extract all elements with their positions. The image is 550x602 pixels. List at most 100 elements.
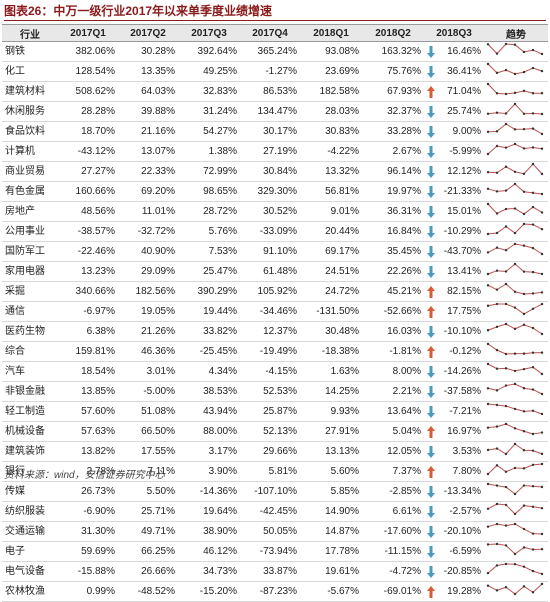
value-cell: 13.64%: [362, 401, 424, 422]
arrow-up: [427, 345, 435, 358]
arrow-down: [427, 405, 435, 418]
sparkline: [486, 162, 544, 176]
value-cell: 93.08%: [300, 41, 362, 62]
value-cell: 61.48%: [240, 261, 300, 282]
sparkline: [486, 182, 544, 196]
value-cell: 128.54%: [58, 61, 118, 82]
sparkline-point: [486, 62, 490, 66]
value-cell: 182.58%: [300, 81, 362, 102]
sparkline-point: [513, 427, 517, 430]
value-cell: 30.83%: [300, 121, 362, 142]
value-cell: 88.00%: [178, 421, 240, 442]
value-cell: -34.46%: [240, 301, 300, 322]
table-row: 建筑材料 508.62% 64.03% 32.83% 86.53% 182.58% 67.9…: [2, 81, 548, 102]
value-cell: 91.10%: [240, 241, 300, 262]
value-cell: 16.46%: [424, 41, 484, 62]
sparkline-point: [540, 172, 544, 176]
sparkline-point: [540, 485, 544, 489]
value-cell: 57.63%: [58, 421, 118, 442]
sparkline-point: [486, 329, 490, 332]
arrow-shape: [427, 405, 435, 418]
value-cell: 25.74%: [424, 101, 484, 122]
value-cell: -6.59%: [424, 541, 484, 562]
industry-cell: 钢铁: [2, 41, 58, 62]
sparkline-point: [504, 165, 508, 168]
value-cell: 7.11%: [118, 461, 178, 482]
sparkline-point: [540, 112, 544, 116]
value-cell: 66.50%: [118, 421, 178, 442]
trend-cell: [484, 101, 548, 122]
sparkline-point: [504, 452, 508, 456]
sparkline-point: [540, 91, 544, 95]
sparkline-point: [486, 426, 490, 429]
sparkline-point: [513, 522, 517, 526]
sparkline: [486, 242, 544, 256]
arrow-down: [427, 125, 435, 138]
value-cell: 365.24%: [240, 41, 300, 62]
value-cell: 3.01%: [118, 361, 178, 382]
sparkline: [486, 542, 544, 556]
value-cell: -22.46%: [58, 241, 118, 262]
sparkline-point: [495, 231, 499, 235]
sparkline-point: [522, 527, 526, 531]
sparkline-point: [513, 562, 517, 566]
sparkline-point: [513, 369, 517, 373]
sparkline-point: [486, 584, 490, 587]
cell-text: -14.26%: [443, 365, 481, 377]
value-cell: 27.91%: [300, 421, 362, 442]
table-row: 非银金融 13.85% -5.00% 38.53% 52.53% 14.25% 2.21% -…: [2, 381, 548, 402]
arrow-down: [427, 65, 435, 78]
value-cell: 7.53%: [178, 241, 240, 262]
arrow-down: [427, 165, 435, 178]
sparkline-point: [531, 48, 535, 52]
value-cell: -5.67%: [300, 581, 362, 602]
value-cell: 159.81%: [58, 341, 118, 362]
arrow-down: [427, 485, 435, 498]
sparkline-point: [504, 562, 508, 566]
sparkline-point: [504, 248, 508, 252]
value-cell: 19.28%: [424, 581, 484, 602]
sparkline-point: [513, 407, 517, 411]
sparkline-point: [531, 223, 535, 226]
sparkline-point: [522, 449, 526, 452]
value-cell: 38.90%: [178, 521, 240, 542]
arrow-shape: [427, 505, 435, 518]
sparkline-point: [495, 425, 499, 428]
trend-cell: [484, 401, 548, 422]
arrow-shape: [427, 265, 435, 278]
column-header: 2017Q3: [178, 24, 240, 42]
sparkline: [486, 462, 544, 476]
value-cell: 105.92%: [240, 281, 300, 302]
arrow-up: [427, 285, 435, 298]
value-cell: -1.81%: [362, 341, 424, 362]
industry-cell: 通信: [2, 301, 58, 322]
arrow-shape: [427, 365, 435, 378]
sparkline-point: [504, 42, 508, 46]
sparkline-point: [504, 384, 508, 387]
arrow-shape: [427, 65, 435, 78]
sparkline-point: [522, 127, 526, 131]
value-cell: -42.45%: [240, 501, 300, 522]
sparkline-point: [540, 147, 544, 150]
sparkline-point: [531, 409, 535, 412]
value-cell: 2.21%: [362, 381, 424, 402]
sparkline-point: [486, 362, 490, 366]
value-cell: 51.08%: [118, 401, 178, 422]
sparkline-point: [495, 71, 499, 75]
value-cell: 9.01%: [300, 201, 362, 222]
sparkline-point: [531, 366, 535, 369]
arrow-shape: [427, 345, 435, 358]
table-row: 电气设备 -15.88% 26.66% 34.73% 33.87% 19.61% -4.72…: [2, 561, 548, 582]
cell-text: 25.74%: [447, 105, 481, 117]
arrow-shape: [427, 285, 435, 298]
cell-text: 36.41%: [447, 65, 481, 77]
trend-cell: [484, 221, 548, 242]
sparkline-point: [540, 462, 544, 466]
sparkline-point: [504, 146, 508, 149]
value-cell: 12.12%: [424, 161, 484, 182]
table-row: 商业贸易 27.27% 22.33% 72.99% 30.84% 13.32% 96.14%…: [2, 161, 548, 182]
trend-cell: [484, 161, 548, 182]
sparkline-point: [540, 532, 544, 536]
value-cell: -73.94%: [240, 541, 300, 562]
value-cell: 32.83%: [178, 81, 240, 102]
